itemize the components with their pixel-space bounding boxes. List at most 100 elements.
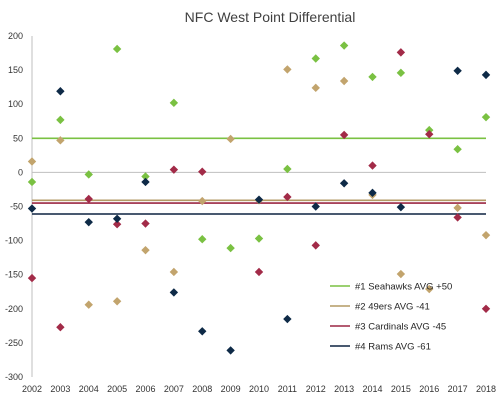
data-point-series-2 <box>453 203 462 213</box>
data-point-series-3 <box>368 161 377 170</box>
y-tick-label: -200 <box>5 304 23 314</box>
data-point-series-3 <box>425 130 434 139</box>
data-point-series-3 <box>84 194 93 204</box>
data-point-series-4 <box>481 70 491 80</box>
x-tick-label: 2003 <box>50 384 70 394</box>
data-point-series-1 <box>169 98 179 108</box>
data-point-series-4 <box>339 179 349 188</box>
data-point-series-2 <box>283 65 292 74</box>
data-point-series-4 <box>141 177 150 187</box>
y-tick-label: 200 <box>8 31 23 41</box>
data-point-series-2 <box>396 269 406 279</box>
data-point-series-2 <box>198 196 207 206</box>
data-point-series-4 <box>56 87 65 96</box>
data-point-series-4 <box>396 202 406 212</box>
legend-label: #3 Cardinals AVG -45 <box>355 322 446 333</box>
data-point-series-2 <box>27 157 37 166</box>
y-tick-label: -150 <box>5 270 23 280</box>
y-tick-label: 50 <box>13 133 23 143</box>
x-tick-label: 2013 <box>334 384 354 394</box>
data-point-series-2 <box>84 300 93 309</box>
y-tick-label: 0 <box>18 167 23 177</box>
data-point-series-2 <box>311 83 320 93</box>
data-point-series-3 <box>283 192 292 202</box>
data-point-series-3 <box>311 241 320 250</box>
legend-label: #4 Rams AVG -61 <box>355 342 431 353</box>
y-tick-label: 100 <box>8 99 23 109</box>
x-tick-label: 2012 <box>306 384 326 394</box>
x-tick-label: 2004 <box>79 384 99 394</box>
data-point-series-1 <box>368 72 377 82</box>
data-point-series-4 <box>453 66 462 75</box>
data-point-series-1 <box>84 170 93 179</box>
axes-group: 200 150 100 50 0 -50 -100 -150 -200 -250 -300 2002 2… <box>5 31 496 394</box>
x-tick-label: 2017 <box>448 384 468 394</box>
legend-label: #1 Seahawks AVG +50 <box>355 282 452 293</box>
data-point-series-4 <box>368 188 377 198</box>
y-tick-label: -300 <box>5 372 23 382</box>
x-tick-label: 2006 <box>135 384 155 394</box>
data-point-series-1 <box>56 115 65 125</box>
data-point-series-1 <box>396 68 406 78</box>
data-point-series-1 <box>27 177 37 187</box>
data-point-series-4 <box>27 204 37 213</box>
chart-title: NFC West Point Differential <box>185 9 356 25</box>
x-tick-label: 2015 <box>391 384 411 394</box>
x-tick-label: 2018 <box>476 384 496 394</box>
data-point-series-1 <box>226 243 235 253</box>
legend: #1 Seahawks AVG +50 #2 49ers AVG -41 #3 Ca… <box>330 282 452 353</box>
data-point-series-2 <box>169 267 179 277</box>
data-point-series-1 <box>112 44 122 54</box>
data-point-series-4 <box>198 327 207 336</box>
data-point-series-3 <box>112 220 122 229</box>
data-point-series-3 <box>396 48 406 57</box>
data-point-series-3 <box>453 213 462 222</box>
data-point-series-2 <box>112 297 122 306</box>
data-point-series-1 <box>481 112 491 122</box>
data-point-series-2 <box>141 245 150 255</box>
data-point-series-1 <box>311 54 320 63</box>
x-tick-label: 2011 <box>278 384 297 394</box>
data-point-series-4 <box>283 314 292 324</box>
x-tick-label: 2014 <box>362 384 382 394</box>
data-point-series-4 <box>254 195 264 204</box>
data-point-series-3 <box>254 267 264 277</box>
data-point-series-1 <box>339 41 349 50</box>
y-tick-label: 150 <box>8 65 23 75</box>
data-point-series-3 <box>141 219 150 228</box>
data-point-series-4 <box>84 217 93 227</box>
data-point-series-3 <box>198 167 207 176</box>
x-tick-label: 2002 <box>22 384 42 394</box>
data-point-series-4 <box>311 202 320 211</box>
y-tick-label: -50 <box>10 202 23 212</box>
data-point-series-3 <box>27 273 37 283</box>
y-tick-label: -250 <box>5 338 23 348</box>
data-point-series-4 <box>226 346 235 355</box>
data-point-series-3 <box>56 323 65 332</box>
x-tick-label: 2016 <box>419 384 439 394</box>
x-tick-label: 2010 <box>249 384 269 394</box>
data-point-series-1 <box>198 235 207 244</box>
data-point-series-1 <box>254 234 264 243</box>
data-point-series-2 <box>481 230 491 240</box>
legend-label: #2 49ers AVG -41 <box>355 302 430 313</box>
x-tick-label: 2007 <box>164 384 184 394</box>
data-point-series-1 <box>141 172 150 181</box>
data-point-series-1 <box>283 164 292 174</box>
x-tick-label: 2005 <box>107 384 127 394</box>
x-tick-label: 2008 <box>192 384 212 394</box>
data-point-series-4 <box>169 288 179 297</box>
data-point-series-3 <box>339 130 349 140</box>
data-point-series-2 <box>425 284 434 294</box>
x-tick-label: 2009 <box>221 384 241 394</box>
data-point-series-3 <box>481 304 491 313</box>
data-points <box>27 41 491 355</box>
data-point-series-2 <box>226 134 235 144</box>
data-point-series-4 <box>112 214 122 223</box>
data-point-series-2 <box>339 76 349 86</box>
y-tick-label: -100 <box>5 236 23 246</box>
data-point-series-1 <box>453 145 462 154</box>
data-point-series-3 <box>169 165 179 174</box>
